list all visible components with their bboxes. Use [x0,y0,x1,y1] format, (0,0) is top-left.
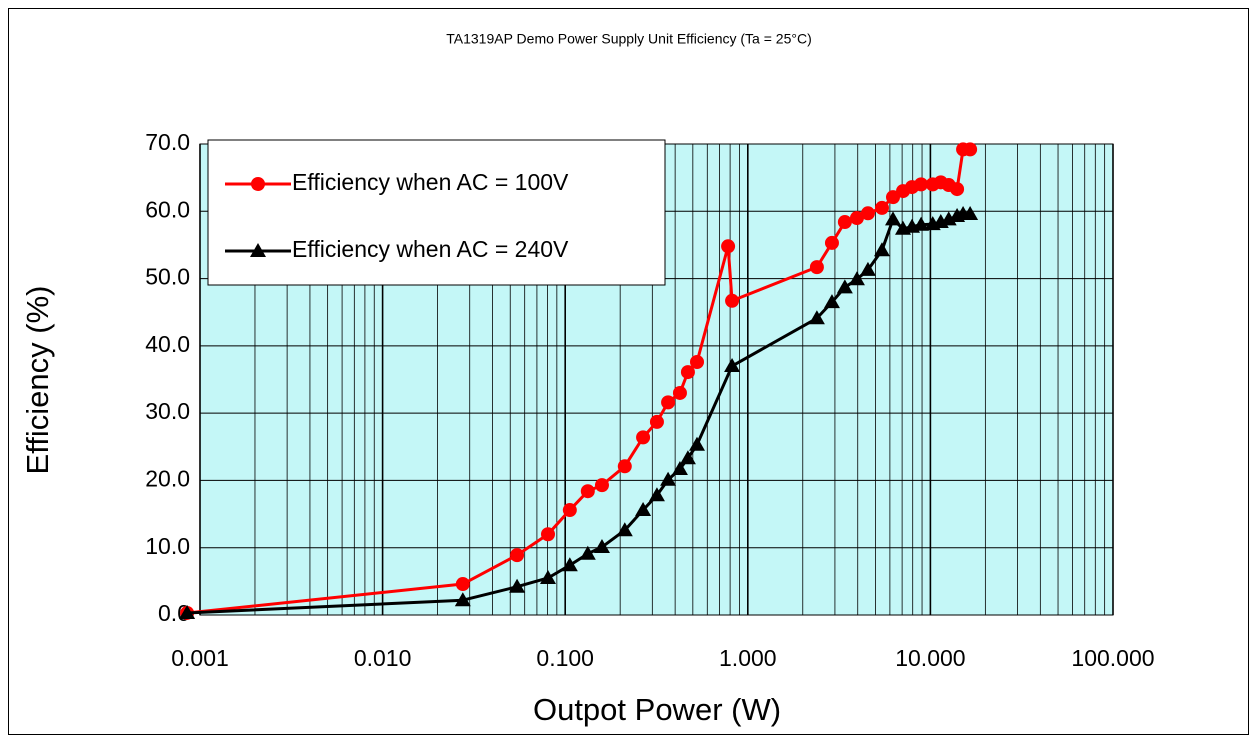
point [809,260,824,275]
point [454,592,471,607]
point [661,395,676,410]
y-tick-label: 10.0 [145,533,190,559]
point [635,502,652,517]
point [671,460,688,475]
legend-label: Efficiency when AC = 100V [292,169,569,195]
point [690,355,705,370]
point [672,385,687,400]
point [561,557,578,572]
point [617,459,632,474]
point [594,478,609,493]
point [509,578,526,593]
point [913,216,930,231]
point [179,604,196,619]
point [950,182,965,197]
point [680,365,695,380]
point [616,522,633,537]
point [860,206,875,221]
point [837,215,852,230]
x-tick-label: 10.000 [895,645,965,671]
y-tick-label: 60.0 [145,196,190,222]
point [859,261,876,276]
y-tick-label: 30.0 [145,398,190,424]
y-tick-label: 50.0 [145,264,190,290]
point [725,293,740,308]
point [455,577,470,592]
x-tick-label: 0.001 [171,645,229,671]
point [849,211,864,226]
x-axis-label: Outpot Power (W) [533,692,781,727]
x-tick-label: 1.000 [719,645,777,671]
y-tick-label: 70.0 [145,129,190,155]
point [836,279,853,294]
x-tick-label: 0.010 [354,645,412,671]
point [579,545,596,560]
point [721,239,736,254]
point [540,527,555,542]
point [510,548,525,563]
point [689,436,706,451]
y-axis-label: Efficiency (%) [20,286,55,475]
point [724,358,741,373]
point [823,294,840,309]
point [873,242,890,257]
legend-label: Efficiency when AC = 240V [292,236,569,262]
point [636,430,651,445]
point [649,414,664,429]
y-tick-label: 20.0 [145,466,190,492]
legend-box [207,139,666,286]
y-tick-label: 40.0 [145,331,190,357]
x-tick-label: 0.100 [536,645,594,671]
point [251,177,265,191]
point [848,271,865,286]
point [593,539,610,554]
point [874,200,889,215]
chart-title: TA1319AP Demo Power Supply Unit Efficien… [446,31,812,47]
point [962,205,979,220]
point [539,569,556,584]
point [679,450,696,465]
point [885,211,902,226]
point [963,142,978,157]
point [562,503,577,518]
point [914,177,929,192]
x-tick-label: 100.000 [1071,645,1154,671]
point [660,471,677,486]
point [824,235,839,250]
point [250,243,266,257]
point [580,484,595,499]
point [648,487,665,502]
point [808,310,825,325]
